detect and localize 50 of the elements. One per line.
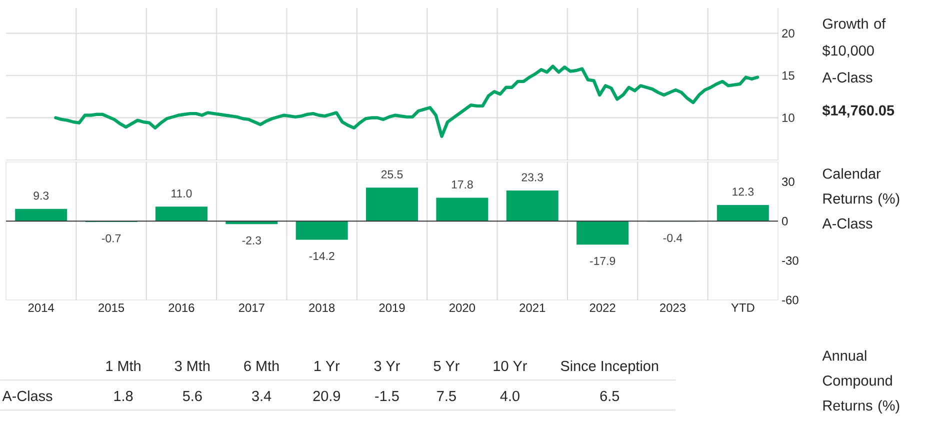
category-label: 3 Mth [174, 360, 210, 372]
text: A-Class [2, 390, 52, 402]
data-label: 12.3 [732, 188, 754, 196]
data-label: 23.3 [522, 173, 544, 182]
data-label: 11.0 [172, 189, 192, 198]
x-tick-label: 2019 [379, 304, 405, 312]
category-label: 6 Mth [244, 360, 279, 372]
text: $14,760.05 [822, 104, 894, 118]
data-label: 6.5 [600, 390, 620, 402]
data-label: -2.3 [242, 236, 262, 244]
data-label: 4.0 [500, 390, 520, 402]
x-tick-label: 2022 [590, 304, 616, 312]
data-label: 25.5 [381, 170, 403, 178]
data-label: 9.3 [34, 192, 49, 200]
data-label: -17.9 [590, 256, 616, 265]
y-tick-label: -30 [782, 256, 798, 265]
category-label: 10 Yr [494, 360, 527, 372]
y-tick-label: 10 [782, 114, 794, 122]
x-tick-label: 2015 [98, 304, 124, 312]
x-tick-label: 2021 [520, 304, 546, 312]
y-axis-title: Growth of $10,000 A-Class [822, 18, 886, 83]
y-tick-label: 30 [782, 177, 794, 186]
y-tick-label: 20 [782, 29, 794, 38]
x-tick-label: 2020 [449, 304, 476, 312]
data-label: -0.7 [102, 234, 121, 242]
y-tick-label: 15 [782, 71, 794, 80]
x-tick-label: 2018 [309, 304, 335, 312]
data-label: 17.8 [452, 180, 473, 189]
category-label: 5 Yr [434, 361, 460, 372]
data-label: 7.5 [437, 391, 456, 402]
data-label: -1.5 [375, 391, 399, 402]
data-label: 20.9 [313, 390, 340, 402]
category-label: 1 Mth [106, 360, 140, 372]
y-axis-title: Calendar Returns (%) A-Class [822, 168, 900, 229]
text: Annual Compound Returns (%) [822, 350, 900, 414]
category-label: 1 Yr [314, 361, 340, 371]
data-label: 3.4 [252, 390, 272, 402]
data-label: 1.8 [114, 390, 133, 402]
x-tick-label: 2016 [168, 304, 194, 312]
x-tick-label: YTD [731, 304, 754, 312]
category-label: Since Inception [560, 360, 658, 374]
data-label: 5.6 [182, 390, 202, 402]
x-tick-label: 2014 [28, 304, 54, 312]
x-tick-label: 2017 [238, 304, 264, 312]
data-label: -14.2 [309, 252, 334, 260]
data-label: -0.4 [663, 234, 682, 242]
x-tick-label: 2023 [660, 304, 686, 312]
y-tick-label: -60 [782, 296, 798, 304]
y-tick-label: 0 [782, 216, 788, 226]
category-label: 3 Yr [374, 360, 400, 372]
